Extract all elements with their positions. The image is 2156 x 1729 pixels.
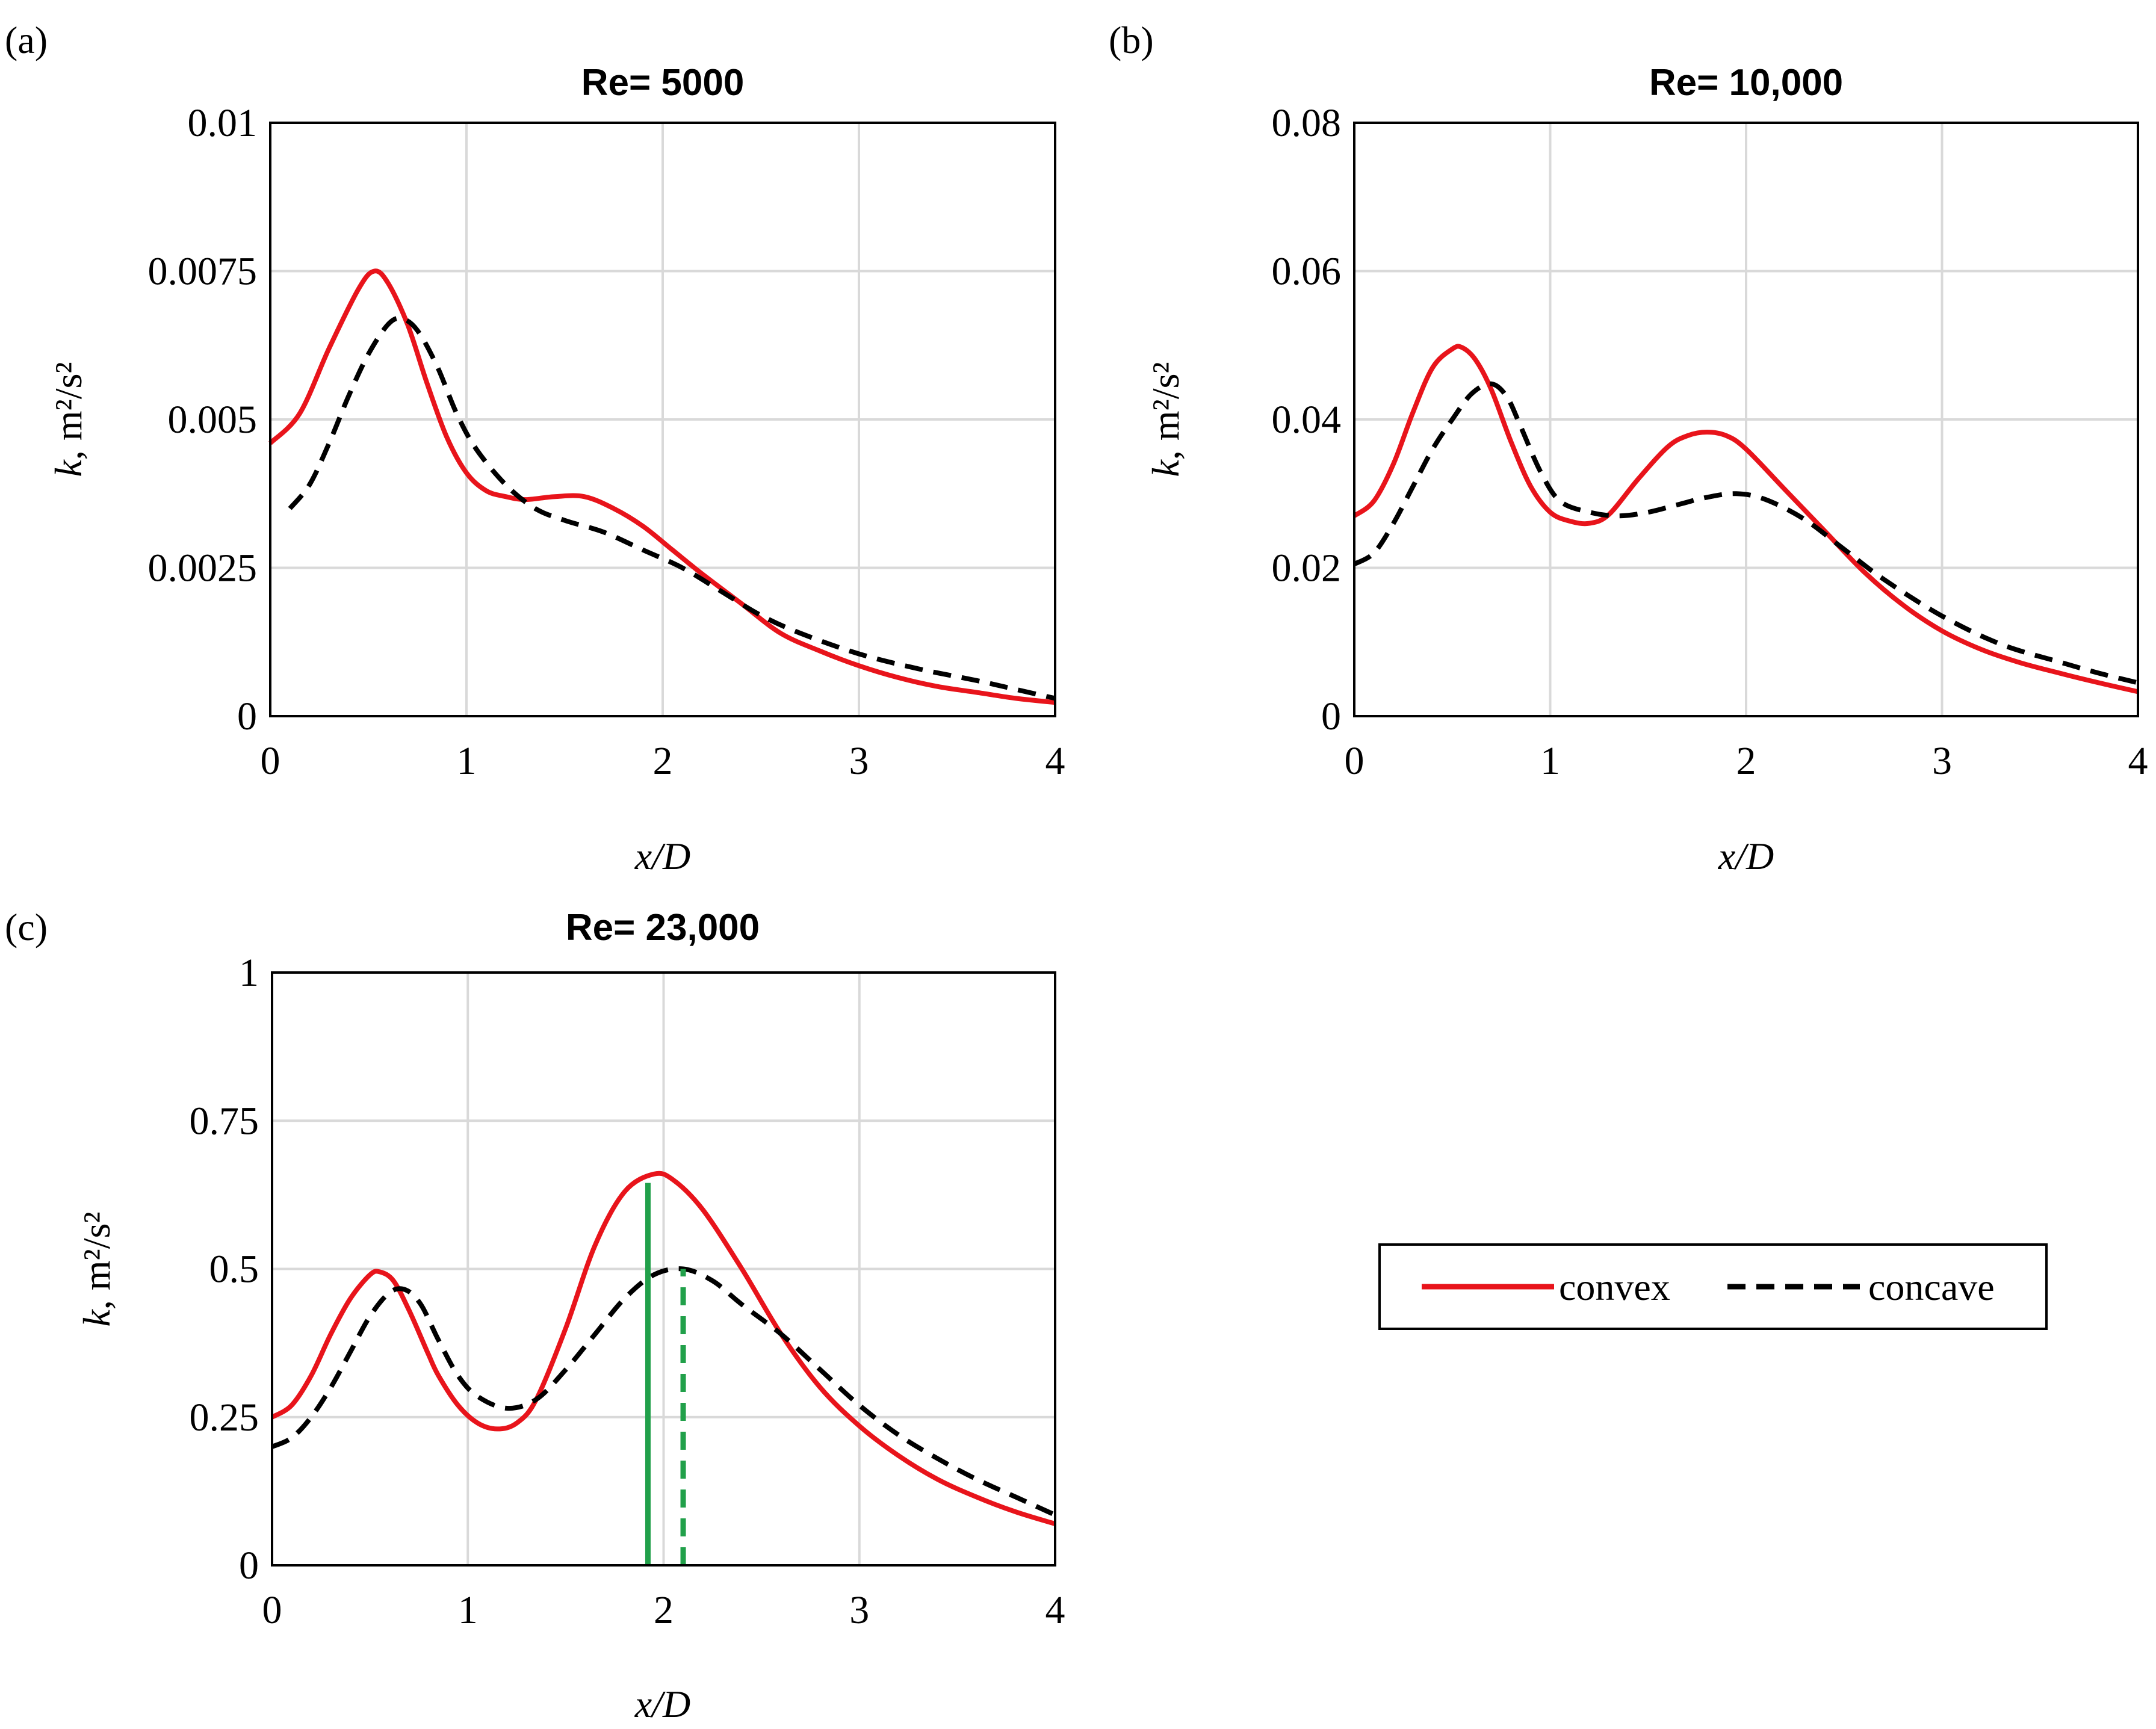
grid-b: [1354, 123, 2138, 716]
series-line-concave: [271, 1266, 1056, 1517]
chart-title-b: Re= 10,000: [1649, 62, 1843, 104]
y-ticks-b: 0 0.02 0.04 0.06 0.08: [1272, 101, 1342, 738]
x-tick-label: 0: [261, 739, 280, 783]
x-tick-label: 3: [849, 1588, 869, 1632]
grid-c: [272, 973, 1055, 1565]
x-tick-label: 3: [1932, 739, 1952, 783]
chart-panel-c: (c) Re= 23,000 0 0.25 0.5 0.75 1 0 1 2 3 4 x/D k…: [5, 906, 1065, 1725]
x-tick-label: 2: [654, 1588, 674, 1632]
plot-frame-a: [269, 122, 1056, 717]
y-tick-label: 0.08: [1272, 101, 1342, 145]
panel-label-b: (b): [1109, 19, 1154, 61]
x-tick-label: 4: [1045, 1588, 1065, 1632]
x-ticks-b: 0 1 2 3 4: [1345, 739, 2148, 783]
chart-title-a: Re= 5000: [581, 62, 745, 104]
x-tick-label: 0: [262, 1588, 282, 1632]
y-tick-label: 0.75: [190, 1099, 259, 1143]
x-tick-label: 2: [653, 739, 673, 783]
legend-label-concave: concave: [1868, 1266, 1995, 1308]
y-tick-label: 1: [239, 951, 259, 995]
plot-frame-c: [271, 971, 1056, 1567]
y-axis-label-c: k, m²/s²: [75, 1211, 118, 1326]
x-tick-label: 1: [1540, 739, 1560, 783]
y-axis-label-b: k, m²/s²: [1144, 362, 1187, 477]
y-ticks-a: 0 0.0025 0.005 0.0075 0.01: [148, 101, 258, 738]
y-tick-label: 0.005: [168, 398, 258, 442]
y-tick-label: 0: [1321, 694, 1341, 738]
x-axis-label-c: x/D: [634, 1683, 690, 1725]
panel-label-c: (c): [5, 906, 48, 948]
y-ticks-c: 0 0.25 0.5 0.75 1: [190, 951, 259, 1588]
y-tick-label: 0.0075: [148, 250, 258, 294]
series-b: [1352, 344, 2139, 694]
chart-title-c: Re= 23,000: [566, 907, 760, 948]
x-tick-label: 2: [1736, 739, 1756, 783]
y-tick-label: 0.0025: [148, 546, 258, 590]
chart-panel-b: (b) Re= 10,000 0 0.02 0.04 0.06 0.08 0 1 2 3 4 x…: [1109, 19, 2148, 877]
series-line-convex: [268, 268, 1056, 705]
series-a: [268, 268, 1056, 705]
y-tick-label: 0.5: [209, 1248, 259, 1291]
panel-label-a: (a): [5, 19, 48, 61]
x-tick-label: 1: [457, 739, 477, 783]
x-axis-label-a: x/D: [634, 835, 690, 877]
y-tick-label: 0.01: [188, 101, 258, 145]
x-ticks-c: 0 1 2 3 4: [262, 1588, 1065, 1632]
legend: convex concave: [1378, 1243, 2048, 1330]
y-tick-label: 0.02: [1272, 546, 1342, 590]
series-line-convex: [270, 1171, 1056, 1526]
series-line-concave: [1353, 381, 2139, 685]
y-tick-label: 0: [239, 1544, 259, 1588]
y-tick-label: 0: [237, 694, 257, 738]
x-tick-label: 1: [458, 1588, 478, 1632]
x-tick-label: 4: [1045, 739, 1065, 783]
plot-frame-b: [1353, 122, 2139, 717]
legend-label-convex: convex: [1559, 1266, 1670, 1308]
grid-a: [270, 123, 1055, 716]
y-tick-label: 0.04: [1272, 398, 1342, 442]
x-ticks-a: 0 1 2 3 4: [261, 739, 1065, 783]
x-tick-label: 0: [1345, 739, 1365, 783]
series-line-concave: [288, 315, 1056, 701]
x-tick-label: 3: [849, 739, 869, 783]
y-tick-label: 0.25: [190, 1396, 259, 1440]
x-axis-label-b: x/D: [1718, 835, 1774, 877]
chart-panel-a: (a) Re= 5000 0 0.0025 0.005 0.0075 0.01 0 1 2 3…: [5, 19, 1065, 877]
y-tick-label: 0.06: [1272, 250, 1342, 294]
series-line-convex: [1352, 344, 2139, 694]
series-c: [270, 1171, 1056, 1565]
x-tick-label: 4: [2128, 739, 2148, 783]
y-axis-label-a: k, m²/s²: [47, 362, 90, 477]
